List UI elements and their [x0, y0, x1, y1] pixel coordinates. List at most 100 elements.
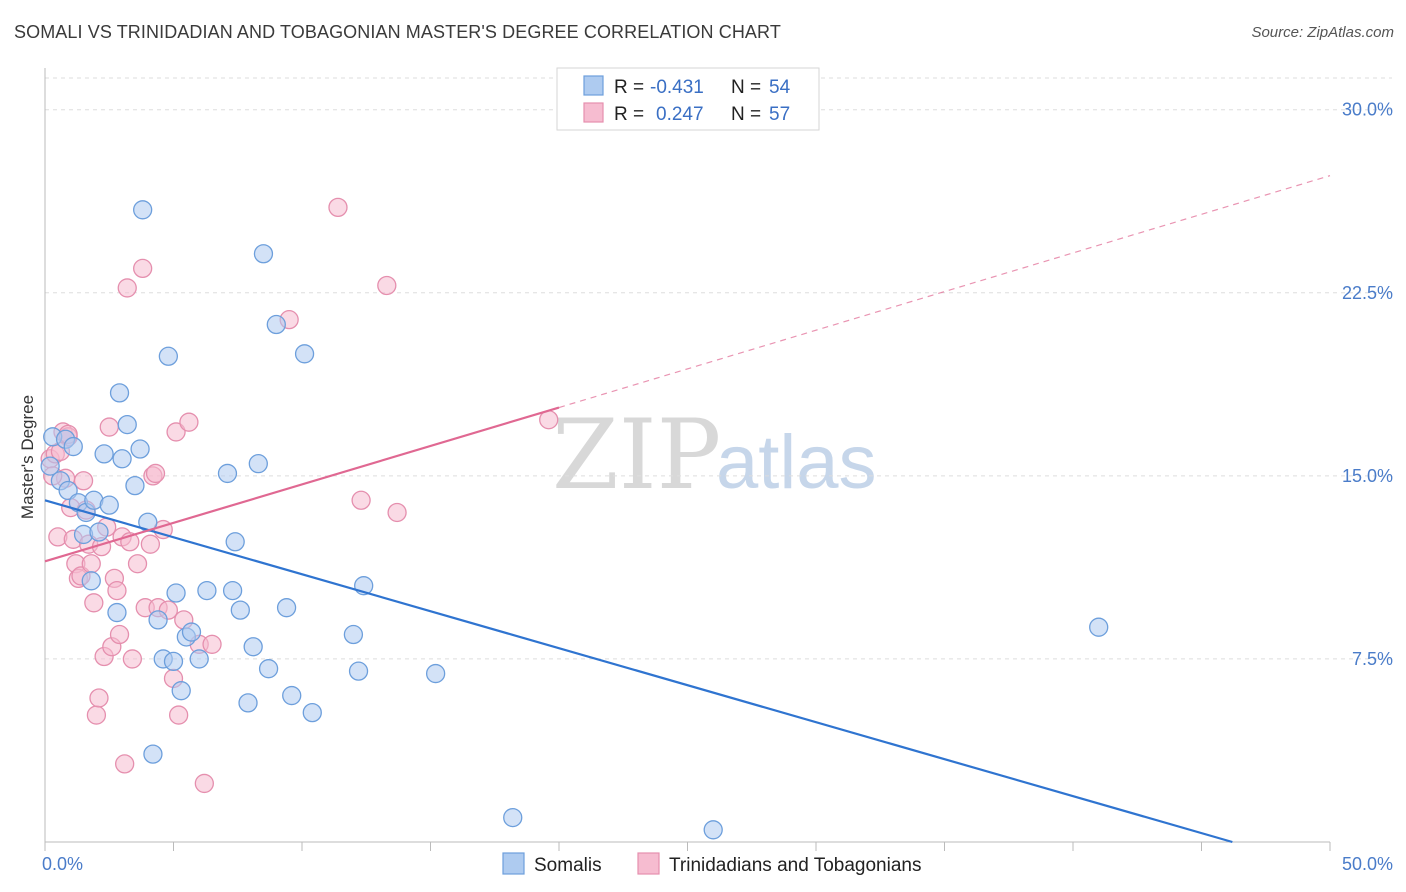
- somali-point: [503, 807, 523, 828]
- bottom-legend-swatch-trinidadians: [637, 852, 660, 875]
- somali-point: [302, 702, 322, 723]
- somali-point: [238, 693, 258, 713]
- trinidadian-point: [377, 275, 397, 296]
- trinidadian-point: [84, 593, 104, 613]
- watermark-zip: ZIP: [552, 399, 721, 511]
- series-somalis: [40, 200, 1109, 840]
- trinidadian-point: [387, 502, 407, 523]
- legend-r-label: R =: [614, 104, 644, 125]
- somali-point: [107, 602, 127, 623]
- trinidadian-point: [99, 417, 119, 437]
- somali-point: [189, 649, 209, 669]
- somali-point: [197, 580, 217, 601]
- x-tick-label: 0.0%: [42, 854, 83, 874]
- trinidadian-point: [194, 773, 214, 794]
- bottom-legend-trinidadians: Trinidadians and Tobagonians: [669, 855, 921, 876]
- somali-point: [181, 622, 202, 642]
- legend-r-value: 0.247: [656, 104, 704, 125]
- somali-point: [117, 414, 137, 435]
- somali-point: [276, 598, 297, 618]
- legend-n-value: 57: [769, 104, 790, 125]
- trinidadian-point: [117, 278, 137, 298]
- watermark-atlas: atlas: [716, 420, 877, 505]
- trinidadian-point: [107, 580, 127, 601]
- trinidadian-point: [328, 197, 348, 218]
- somali-point: [222, 580, 243, 601]
- somali-point: [171, 681, 191, 701]
- somali-point: [133, 200, 153, 220]
- trinidadian-point: [145, 463, 166, 484]
- somali-point: [89, 522, 109, 542]
- trinidadian-point: [115, 754, 135, 774]
- legend-n-label: N =: [731, 104, 761, 125]
- trinidadian-point: [168, 705, 189, 725]
- somali-point: [163, 651, 184, 672]
- somali-point: [217, 463, 238, 484]
- somali-point: [343, 624, 364, 645]
- bottom-legend-swatch-somalis: [502, 852, 525, 875]
- trinidadian-point: [86, 705, 107, 725]
- somali-point: [99, 495, 119, 515]
- somali-point: [143, 744, 163, 764]
- somali-point: [348, 661, 369, 681]
- somali-point: [266, 314, 286, 335]
- somali-point: [1089, 617, 1109, 637]
- somali-point: [158, 346, 179, 366]
- legend-r-label: R =: [614, 77, 644, 98]
- watermark: ZIP atlas: [552, 399, 877, 511]
- somali-point: [243, 637, 263, 657]
- y-axis-label: Master's Degree: [18, 395, 37, 519]
- trend-lines: [44, 175, 1331, 844]
- trinidadian-point: [122, 649, 143, 669]
- somali-point: [112, 449, 132, 469]
- y-tick-label: 30.0%: [1342, 100, 1393, 120]
- legend-n-value: 54: [769, 77, 791, 98]
- trinidadians-trend-extension: [558, 175, 1331, 409]
- legend: R = -0.431 N = 54 R = 0.247 N = 57: [556, 67, 820, 131]
- y-tick-label: 15.0%: [1342, 466, 1393, 486]
- somali-point: [130, 439, 150, 459]
- source-label: Source: ZipAtlas.com: [1251, 24, 1394, 41]
- y-tick-label: 22.5%: [1342, 283, 1393, 303]
- legend-swatch-somalis: [583, 75, 604, 96]
- trinidadian-point: [109, 624, 130, 645]
- somali-point: [63, 436, 83, 457]
- legend-n-label: N =: [731, 77, 761, 98]
- trinidadian-point: [127, 554, 148, 574]
- somali-point: [225, 532, 245, 552]
- somalis-trend-line: [44, 499, 1233, 844]
- trinidadian-point: [351, 490, 371, 510]
- series-trinidadians: [40, 197, 559, 794]
- somali-point: [94, 444, 114, 464]
- somali-point: [425, 663, 446, 684]
- grid-lines: [45, 77, 1392, 660]
- somali-point: [294, 344, 315, 364]
- y-tick-labels: 30.0% 22.5% 15.0% 7.5%: [1342, 100, 1393, 669]
- somali-point: [253, 244, 274, 264]
- somali-point: [166, 583, 186, 603]
- legend-swatch-trinidadians: [583, 102, 604, 123]
- x-tick-labels: 0.0% 50.0%: [42, 854, 1393, 874]
- somali-point: [248, 454, 268, 474]
- trinidadians-trend-line: [44, 406, 560, 563]
- somali-point: [125, 475, 145, 496]
- somali-point: [282, 685, 302, 706]
- somali-point: [258, 659, 279, 679]
- somali-point: [109, 383, 130, 403]
- trinidadian-point: [89, 688, 109, 708]
- somali-point: [703, 820, 723, 840]
- trinidadian-point: [133, 258, 153, 279]
- somali-point: [81, 571, 101, 591]
- somali-point: [40, 456, 60, 476]
- bottom-legend: Somalis Trinidadians and Tobagonians: [502, 852, 921, 876]
- trinidadian-point: [179, 412, 199, 432]
- trinidadian-point: [81, 554, 101, 574]
- legend-r-value: -0.431: [650, 77, 704, 98]
- bottom-legend-somalis: Somalis: [534, 855, 602, 876]
- chart-title: SOMALI VS TRINIDADIAN AND TOBAGONIAN MAS…: [14, 22, 781, 42]
- somali-point: [230, 600, 250, 620]
- trinidadian-point: [166, 422, 186, 442]
- trinidadian-point: [202, 634, 222, 654]
- somali-point: [148, 610, 168, 630]
